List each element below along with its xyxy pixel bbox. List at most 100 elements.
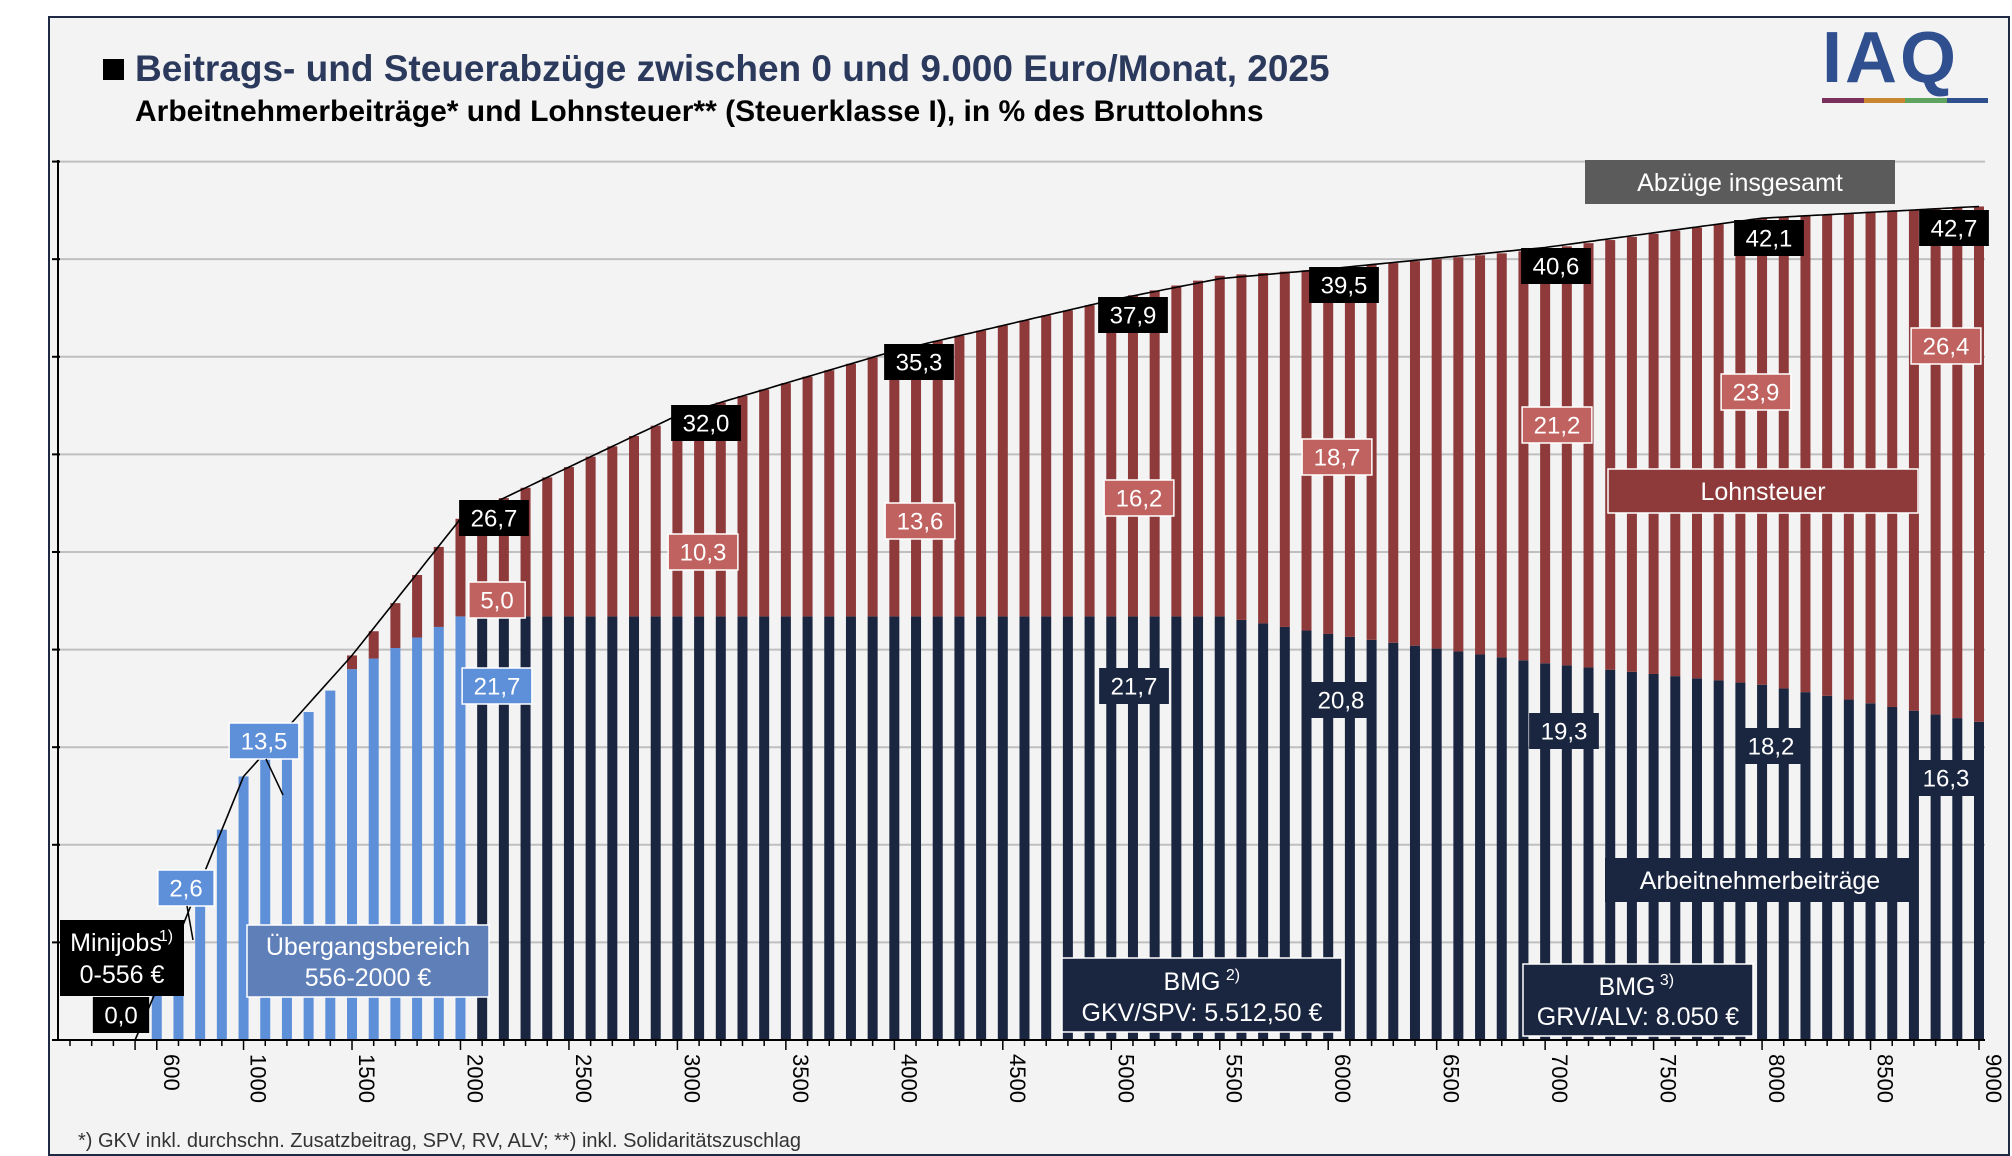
- total-label-box: [1098, 297, 1168, 333]
- bar-tax: [433, 546, 444, 627]
- contribution-label: 2,6: [157, 869, 215, 907]
- bar-tax: [585, 456, 596, 617]
- x-tick-label: 2500: [571, 1054, 596, 1103]
- tax-label-text: 21,2: [1534, 413, 1581, 440]
- bar-tax: [1561, 246, 1572, 666]
- tax-label: 18,7: [1301, 438, 1373, 476]
- contribution-label-text: 16,3: [1923, 766, 1970, 793]
- contribution-label: 16,3: [1911, 760, 1981, 796]
- bar-contribution: [542, 616, 553, 1040]
- bar-contribution: [976, 616, 987, 1040]
- bar-contribution: [1193, 616, 1204, 1040]
- total-label: 0,0: [92, 997, 150, 1033]
- bar-contribution: [1084, 616, 1095, 1040]
- bar-contribution: [737, 616, 748, 1040]
- bar-contribution: [1019, 616, 1030, 1040]
- chart-title: Beitrags- und Steuerabzüge zwischen 0 un…: [135, 48, 1330, 89]
- tax-label-box: [1720, 373, 1792, 411]
- contribution-label-box: [1911, 760, 1981, 796]
- total-label-text: 37,9: [1110, 303, 1157, 330]
- bar-tax: [1258, 273, 1269, 624]
- x-tick-label: 600: [159, 1054, 184, 1091]
- logo-color-bar: [1822, 98, 1988, 103]
- minijobs-footnote-ref: 1): [159, 928, 173, 945]
- bar-contribution: [1041, 616, 1052, 1040]
- total-label-text: 42,1: [1746, 226, 1793, 253]
- contribution-label-text: 21,7: [474, 674, 521, 701]
- footnote: *) GKV inkl. durchschn. Zusatzbeitrag, S…: [78, 1130, 801, 1152]
- bar-contribution: [1952, 718, 1963, 1040]
- bar-contribution: [1583, 667, 1594, 1040]
- tax-label-box: [1521, 406, 1593, 444]
- contribution-label-box: [1099, 668, 1169, 704]
- bar-contribution: [1605, 669, 1616, 1040]
- x-tick-label: 1500: [354, 1054, 379, 1103]
- bar-tax: [1214, 275, 1225, 617]
- x-tick-label: 8500: [1873, 1054, 1898, 1103]
- transition-box: [246, 924, 490, 998]
- minijobs-box: [60, 920, 184, 996]
- bar-tax: [845, 363, 856, 617]
- bar-contribution: [260, 754, 271, 1040]
- contribution-label-text: 18,2: [1748, 734, 1795, 761]
- tax-label: 23,9: [1720, 373, 1792, 411]
- total-label-box: [459, 500, 529, 536]
- bar-tax: [1691, 227, 1702, 679]
- total-label-box: [1521, 248, 1591, 284]
- x-tick-label: 3500: [788, 1054, 813, 1103]
- bar-tax: [1800, 215, 1811, 693]
- bar-contribution: [1323, 633, 1334, 1040]
- bar-tax: [1496, 253, 1507, 658]
- legend-total-text: Abzüge insgesamt: [1637, 169, 1843, 197]
- bar-tax: [1127, 295, 1138, 617]
- x-tick-label: 8000: [1764, 1054, 1789, 1103]
- bar-contribution: [433, 626, 444, 1040]
- legend-tax-text: Lohnsteuer: [1700, 478, 1825, 506]
- bar-contribution: [216, 829, 227, 1040]
- bar-contribution: [1930, 714, 1941, 1040]
- bar-tax: [1388, 263, 1399, 643]
- bar-contribution: [824, 616, 835, 1040]
- total-label-text: 40,6: [1533, 254, 1580, 281]
- contribution-label: 13,5: [228, 722, 300, 760]
- total-label-box: [884, 344, 954, 380]
- bar-contribution: [607, 616, 618, 1040]
- bar-tax: [1822, 214, 1833, 696]
- bar-tax: [1930, 208, 1941, 715]
- total-label-box: [92, 997, 150, 1033]
- bar-tax: [412, 575, 423, 638]
- bar-tax: [498, 498, 509, 617]
- bar-contribution: [1062, 616, 1073, 1040]
- bar-contribution: [1561, 665, 1572, 1040]
- tax-label: 5,0: [468, 581, 526, 619]
- bar-tax: [976, 330, 987, 617]
- bar-contribution: [1453, 651, 1464, 1040]
- bar-tax: [1778, 217, 1789, 689]
- minijobs-range: 0-556 €: [80, 961, 165, 989]
- tax-label-text: 10,3: [680, 540, 727, 567]
- bar-contribution: [1279, 626, 1290, 1040]
- legend-contributions-text: Arbeitnehmerbeiträge: [1640, 867, 1880, 895]
- bar-contribution: [1648, 673, 1659, 1040]
- bar-tax: [1062, 310, 1073, 617]
- x-tick-label: 6000: [1330, 1054, 1355, 1103]
- contribution-label: 19,3: [1529, 713, 1599, 749]
- total-label-box: [1309, 267, 1379, 303]
- bar-tax: [563, 467, 574, 617]
- total-label-box: [1734, 220, 1804, 256]
- tax-label: 16,2: [1103, 479, 1175, 517]
- x-tick-label: 6500: [1439, 1054, 1464, 1103]
- bar-contribution: [151, 989, 162, 1040]
- bmg-gkv-title: BMG: [1164, 968, 1221, 996]
- bmg-grv-annotation: BMG 3) GRV/ALV: 8.050 €: [1522, 963, 1754, 1037]
- tax-label-box: [884, 502, 956, 540]
- contribution-label-box: [228, 722, 300, 760]
- bar-tax: [715, 402, 726, 617]
- bar-contribution: [694, 616, 705, 1040]
- tax-label-text: 26,4: [1923, 334, 1970, 361]
- bar-contribution: [715, 616, 726, 1040]
- bmg-gkv-footnote-ref: 2): [1226, 967, 1240, 984]
- contribution-label: 20,8: [1306, 682, 1376, 718]
- bar-tax: [737, 396, 748, 617]
- x-tick-label: 4500: [1005, 1054, 1030, 1103]
